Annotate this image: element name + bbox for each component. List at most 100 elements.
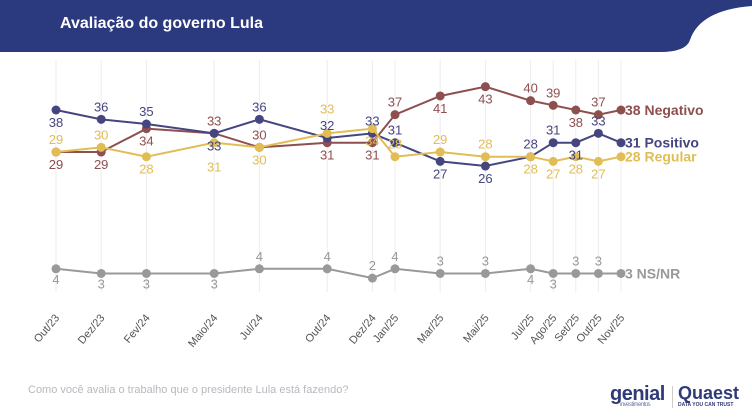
data-label: 27 [591,166,605,181]
data-point [390,110,400,120]
data-label: 30 [94,127,108,142]
data-point [96,268,106,278]
data-point [593,128,603,138]
series-end-label: 28 Regular [625,149,697,165]
data-point [526,264,536,274]
data-label: 3 [211,276,218,291]
data-label: 35 [139,104,153,119]
data-label: 36 [94,99,108,114]
data-point [616,268,626,278]
data-point [571,138,581,148]
data-label: 30 [252,127,266,142]
data-label: 28 [523,162,537,177]
x-tick-label: Maio/24 [186,312,220,350]
data-label: 4 [527,272,534,287]
data-point [616,105,626,115]
data-label: 34 [365,134,379,149]
data-label: 3 [595,253,602,268]
data-label: 3 [98,276,105,291]
data-point [367,124,377,134]
x-tick-label: Fev/24 [122,312,153,345]
data-point [548,100,558,110]
x-tick-label: Mai/25 [461,312,491,345]
data-point [571,268,581,278]
data-point [367,273,377,283]
data-label: 30 [252,152,266,167]
data-label: 29 [94,157,108,172]
data-point [209,138,219,148]
data-label: 3 [572,253,579,268]
x-tick-label: Jul/24 [238,312,266,342]
data-label: 33 [207,138,221,153]
data-point [390,152,400,162]
data-label: 28 [478,137,492,152]
data-label: 31 [207,160,221,175]
data-label: 28 [139,162,153,177]
data-point [96,114,106,124]
logo-divider [672,386,673,408]
data-label: 37 [591,95,605,110]
x-tick-label: Dez/23 [76,312,108,346]
data-label: 39 [546,85,560,100]
data-label: 28 [523,137,537,152]
data-point [322,264,332,274]
data-point [209,128,219,138]
data-label: 31 [365,148,379,163]
data-point [593,268,603,278]
data-point [593,156,603,166]
data-label: 43 [478,92,492,107]
data-point [254,114,264,124]
series-end-label: 31 Positivo [625,135,699,151]
header-banner [0,0,752,52]
data-label: 3 [482,253,489,268]
x-tick-label: Jan/25 [371,312,401,345]
data-label: 3 [550,276,557,291]
chart-title: Avaliação do governo Lula [60,15,264,32]
data-point [616,138,626,148]
data-point [254,142,264,152]
data-point [141,152,151,162]
data-label: 3 [143,276,150,291]
data-label: 28 [569,162,583,177]
data-point [480,268,490,278]
data-label: 37 [388,95,402,110]
data-label: 29 [433,132,447,147]
data-point [141,268,151,278]
data-label: 33 [591,113,605,128]
data-label: 4 [52,272,59,287]
data-label: 27 [433,166,447,181]
data-point [322,128,332,138]
data-point [367,138,377,148]
data-point [571,105,581,115]
data-point [51,105,61,115]
data-point [616,152,626,162]
data-point [480,152,490,162]
x-tick-label: Out/24 [303,312,333,345]
data-label: 38 [49,115,63,130]
data-point [480,82,490,92]
data-point [435,268,445,278]
data-label: 4 [324,249,331,264]
data-label: 28 [388,137,402,152]
data-point [51,147,61,157]
data-label: 31 [546,123,560,138]
data-label: 26 [478,171,492,186]
data-label: 2 [369,258,376,273]
data-label: 4 [256,249,263,264]
data-label: 41 [433,101,447,116]
data-point [209,268,219,278]
data-label: 36 [252,99,266,114]
data-label: 31 [388,123,402,138]
x-tick-label: Mar/25 [415,312,446,346]
data-label: 27 [546,166,560,181]
line-chart: Out/23 Dez/23 Fev/24 Maio/24 Jul/24 Out/24 Dez… [32,60,704,350]
data-point [390,264,400,274]
data-label: 33 [207,113,221,128]
data-point [390,138,400,148]
series-end-label: 3 NS/NR [625,265,680,281]
data-label: 31 [320,148,334,163]
data-point [593,110,603,120]
data-point [480,161,490,171]
data-point [435,147,445,157]
data-point [96,142,106,152]
